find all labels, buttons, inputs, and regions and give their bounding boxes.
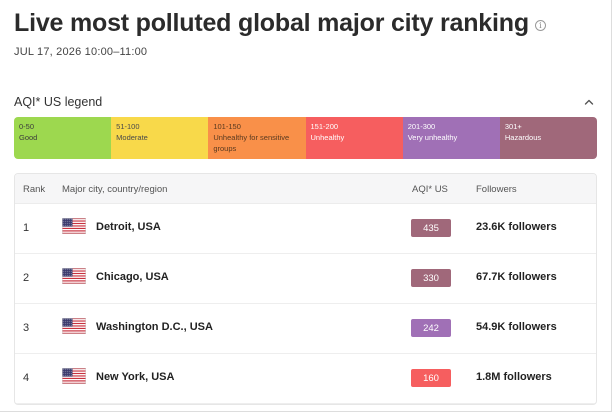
title-row: Live most polluted global major city ran… [14,9,546,38]
table-row[interactable]: 2 Chicago, USA 330 67.7K followers [15,254,596,304]
legend-segment-good: 0-50 Good [14,117,112,159]
rank-cell: 3 [23,322,30,334]
rank-cell: 2 [23,272,30,284]
us-flag-icon [62,218,86,234]
header-followers: Followers [476,184,517,195]
rank-cell: 4 [23,372,30,384]
legend-label: Good [19,133,38,142]
table-header: Rank Major city, country/region AQI* US … [15,174,596,204]
legend-segment-unhealthy: 151-200 Unhealthy [305,117,403,159]
aqi-badge: 242 [411,319,451,337]
city-name[interactable]: Detroit, USA [96,221,161,233]
header-rank: Rank [23,184,46,195]
legend-range: 301+ [504,122,522,131]
ranking-table: Rank Major city, country/region AQI* US … [14,173,597,405]
followers-count: 67.7K followers [476,271,557,283]
legend-segment-very-unhealthy: 201-300 Very unhealthy [402,117,500,159]
header-aqi: AQI* US [412,184,448,195]
aqi-badge: 160 [411,369,451,387]
info-icon[interactable]: i [534,20,546,31]
page-title: Live most polluted global major city ran… [14,9,529,37]
us-flag-icon [62,318,86,334]
date-range: JUL 17, 2026 10:00–11:00 [14,46,148,58]
legend-segment-moderate: 51-100 Moderate [111,117,209,159]
legend-label: Very unhealthy [407,133,458,142]
legend-range: 0-50 [19,122,35,131]
aqi-badge: 435 [411,219,451,237]
followers-count: 1.8M followers [476,371,552,383]
followers-count: 54.9K followers [476,321,557,333]
table-row[interactable]: 1 Detroit, USA 435 23.6K followers [15,204,596,254]
city-name[interactable]: Chicago, USA [96,271,169,283]
followers-count: 23.6K followers [476,221,557,233]
city-name[interactable]: Washington D.C., USA [96,321,213,333]
legend-title: AQI* US legend [14,95,103,109]
legend-range: 101-150 [213,122,241,131]
legend-label: Hazardous [504,133,542,142]
rank-cell: 1 [23,222,30,234]
legend-segment-sensitive: 101-150 Unhealthy for sensitive groups [208,117,306,159]
chevron-up-icon[interactable] [583,96,595,108]
aqi-badge: 330 [411,269,451,287]
legend-label: Unhealthy for sensitive groups [213,133,290,153]
legend-label: Moderate [116,133,148,142]
legend-segment-hazardous: 301+ Hazardous [499,117,597,159]
legend-range: 201-300 [407,122,436,131]
legend-range: 151-200 [310,122,339,131]
table-row[interactable]: 3 Washington D.C., USA 242 54.9K followe… [15,304,596,354]
header-city: Major city, country/region [62,184,168,195]
us-flag-icon [62,268,86,284]
legend-label: Unhealthy [310,133,345,142]
table-row[interactable]: 4 New York, USA 160 1.8M followers [15,354,596,404]
city-name[interactable]: New York, USA [96,371,175,383]
us-flag-icon [62,368,86,384]
aqi-legend-bar: 0-50 Good 51-100 Moderate 101-150 Unheal… [14,117,597,159]
legend-range: 51-100 [116,122,140,131]
